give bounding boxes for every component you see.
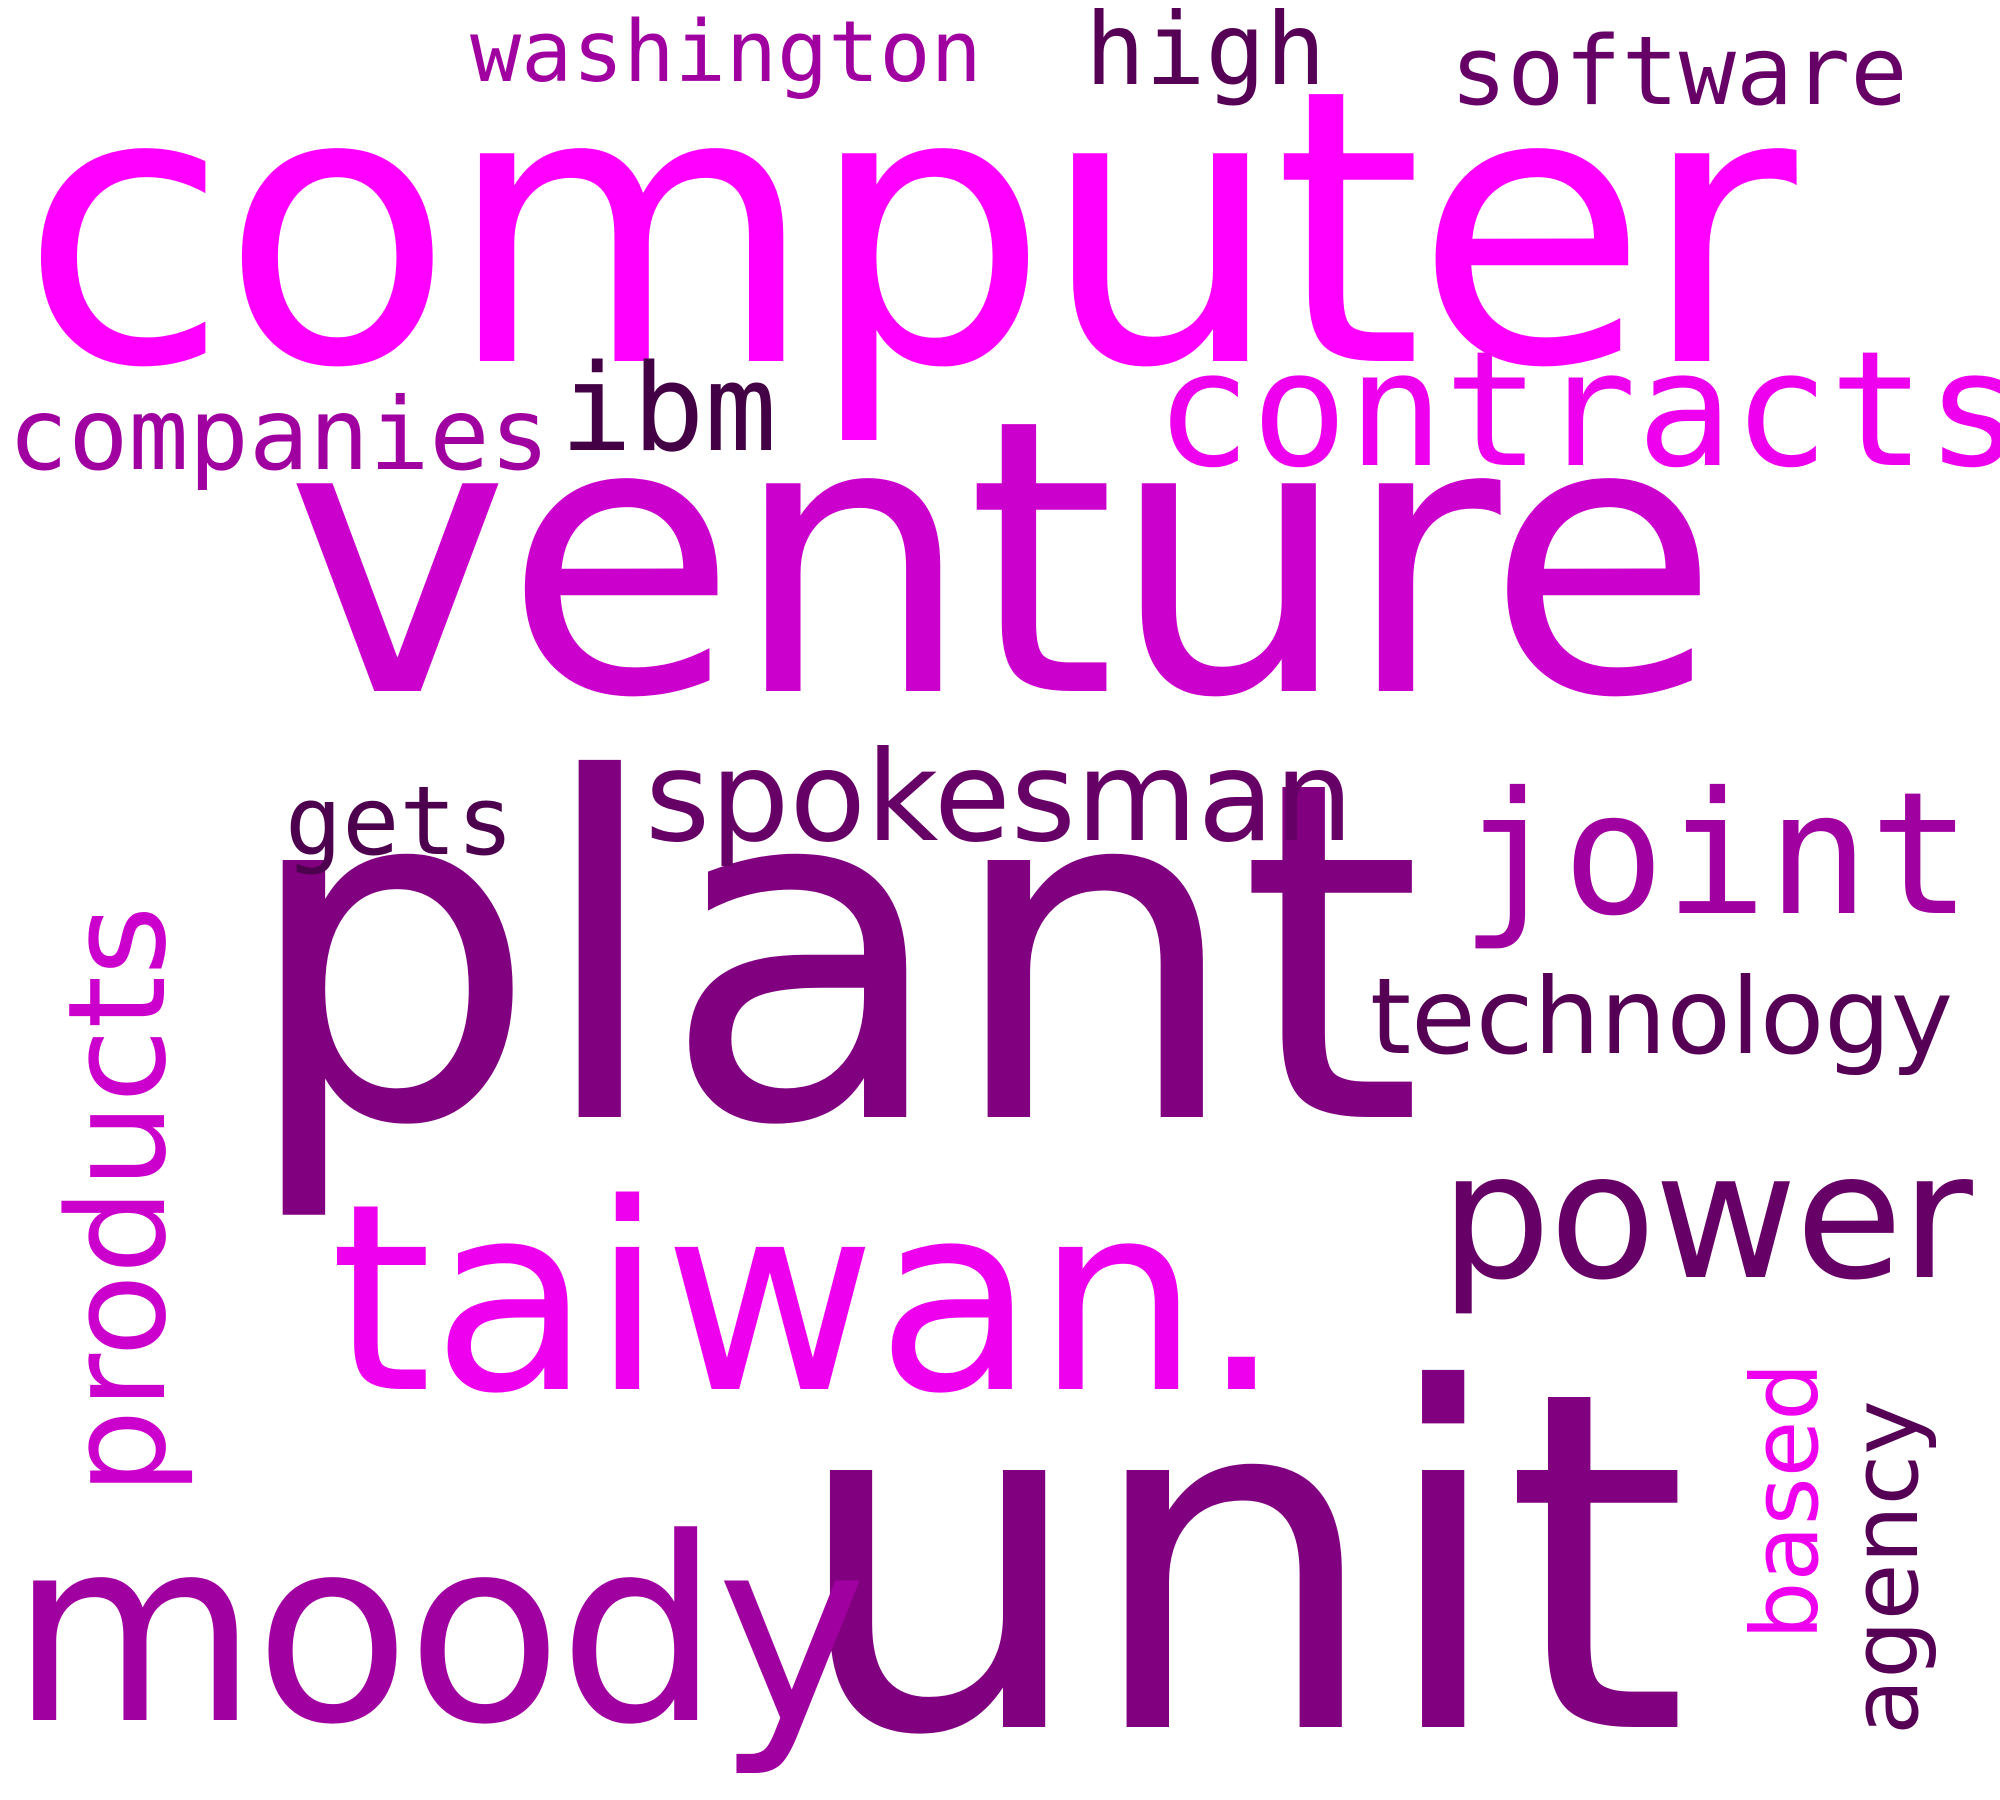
word-high: high bbox=[1085, 0, 1326, 108]
word-moody: moody bbox=[10, 1484, 867, 1781]
word-taiwan: taiwan. bbox=[330, 1149, 1283, 1451]
word-computer: computer bbox=[20, 8, 1797, 451]
word-contracts: contracts bbox=[1155, 316, 2000, 503]
word-ibm: ibm bbox=[560, 340, 777, 479]
word-agency: agency bbox=[1832, 1400, 1939, 1735]
word-spokesman: spokesman bbox=[645, 725, 1354, 870]
word-software: software bbox=[1450, 17, 1908, 127]
word-technology: technology bbox=[1370, 956, 1954, 1078]
word-washington: washington bbox=[470, 3, 982, 102]
word-joint: joint bbox=[1460, 756, 1972, 954]
word-plant: plant bbox=[240, 681, 1423, 1228]
word-companies: companies bbox=[8, 376, 550, 493]
word-unit: unit bbox=[790, 1291, 1689, 1800]
word-products: products bbox=[39, 905, 196, 1495]
word-gets: gets bbox=[285, 767, 514, 877]
word-power: power bbox=[1440, 1116, 1973, 1319]
word-based: based bbox=[1732, 1362, 1839, 1640]
word-venture: venture bbox=[285, 338, 1720, 781]
